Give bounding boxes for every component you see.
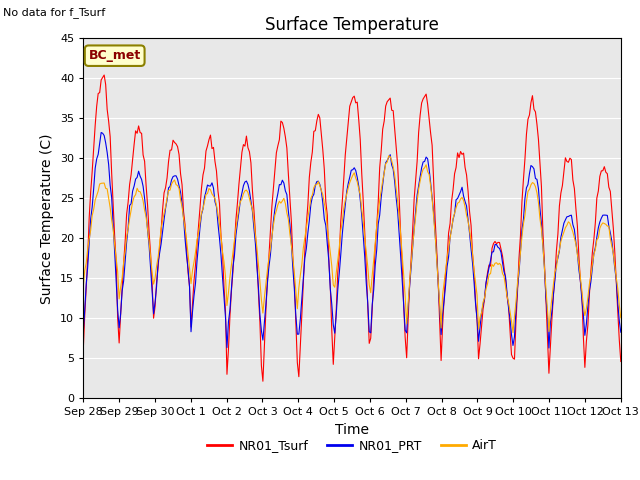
NR01_PRT <box>316 181 324 187</box>
Legend: NR01_Tsurf, NR01_PRT, AirT: NR01_Tsurf, NR01_PRT, AirT <box>202 434 502 457</box>
Line: NR01_PRT: NR01_PRT <box>83 132 621 348</box>
NR01_PRT <box>590 251 598 257</box>
AirT <box>257 297 265 302</box>
NR01_Tsurf <box>590 237 598 242</box>
AirT <box>590 252 598 257</box>
NR01_Tsurf <box>317 131 325 137</box>
AirT <box>617 315 625 321</box>
NR01_Tsurf <box>617 359 625 364</box>
NR01_PRT <box>545 345 553 351</box>
Line: NR01_Tsurf: NR01_Tsurf <box>83 75 621 381</box>
NR01_PRT <box>617 329 625 335</box>
NR01_PRT <box>268 235 276 240</box>
AirT <box>266 246 274 252</box>
AirT <box>145 239 153 245</box>
AirT <box>239 191 247 196</box>
NR01_PRT <box>147 265 154 271</box>
NR01_PRT <box>79 330 87 336</box>
NR01_Tsurf <box>100 72 108 78</box>
NR01_Tsurf <box>269 185 277 191</box>
Text: No data for f_Tsurf: No data for f_Tsurf <box>3 7 106 18</box>
X-axis label: Time: Time <box>335 423 369 437</box>
AirT <box>314 179 322 184</box>
NR01_PRT <box>241 179 249 185</box>
AirT <box>385 153 392 159</box>
NR01_PRT <box>259 337 267 343</box>
Title: Surface Temperature: Surface Temperature <box>265 16 439 34</box>
Line: AirT: AirT <box>83 156 621 333</box>
NR01_Tsurf <box>241 143 249 149</box>
NR01_Tsurf <box>79 348 87 354</box>
NR01_PRT <box>97 130 105 135</box>
NR01_Tsurf <box>259 378 267 384</box>
AirT <box>79 285 87 290</box>
Y-axis label: Surface Temperature (C): Surface Temperature (C) <box>40 133 54 304</box>
NR01_Tsurf <box>260 344 268 349</box>
Text: BC_met: BC_met <box>88 49 141 62</box>
NR01_Tsurf <box>147 251 154 256</box>
AirT <box>509 330 517 336</box>
